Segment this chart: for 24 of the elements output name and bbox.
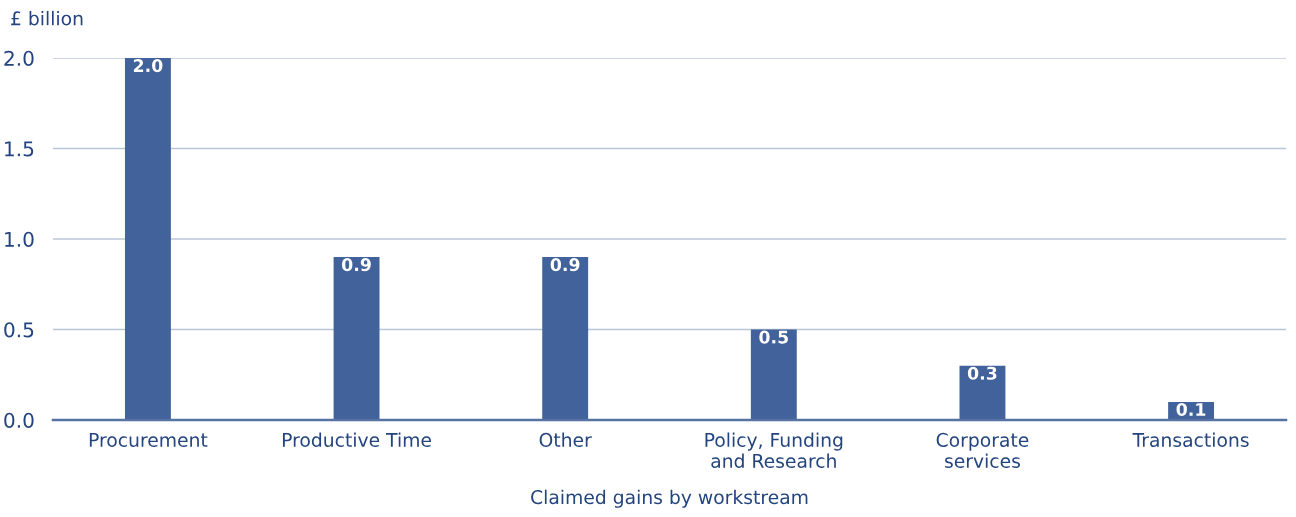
y-tick-label: 1.0 — [5, 231, 34, 247]
y-axis-title: £ billion — [11, 10, 83, 26]
bar — [959, 365, 1006, 420]
y-tick-label: 2.0 — [4, 50, 34, 66]
x-tick-label: Procurement — [89, 433, 208, 448]
x-tick-label: Transactions — [1132, 432, 1249, 448]
bar — [542, 257, 589, 420]
bar — [124, 58, 171, 420]
x-tick-label: Productive Time — [282, 432, 431, 448]
data-label: 0.3 — [967, 366, 997, 380]
data-label: 0.9 — [342, 258, 371, 272]
y-tick-label: 0.5 — [4, 322, 34, 338]
x-tick-label: Other — [539, 432, 592, 448]
x-axis-title: Claimed gains by workstream — [531, 489, 808, 508]
bar — [750, 329, 797, 420]
data-label: 0.9 — [550, 258, 580, 272]
bar — [333, 257, 380, 420]
data-label: 2.0 — [133, 59, 163, 73]
data-label: 0.1 — [1176, 402, 1206, 417]
y-tick-label: 1.5 — [5, 141, 34, 157]
y-tick-label: 0.0 — [4, 412, 34, 428]
data-label: 0.5 — [759, 330, 788, 344]
x-tick-label: Corporate services — [936, 432, 1029, 469]
x-tick-label: Policy, Funding and Research — [705, 432, 843, 469]
